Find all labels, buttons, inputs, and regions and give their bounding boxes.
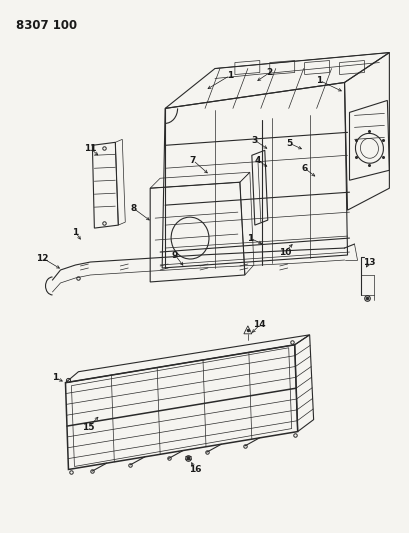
Text: 9: 9: [171, 251, 178, 260]
Text: 5: 5: [286, 139, 292, 148]
Text: 1: 1: [246, 233, 252, 243]
Text: 7: 7: [189, 156, 196, 165]
Text: 1: 1: [316, 76, 322, 85]
Text: 16: 16: [188, 465, 201, 474]
Text: 1: 1: [226, 71, 232, 80]
Text: 11: 11: [84, 144, 97, 153]
Text: 8: 8: [130, 204, 136, 213]
Text: 8307 100: 8307 100: [16, 19, 76, 31]
Text: 12: 12: [36, 254, 49, 263]
Text: 4: 4: [254, 156, 261, 165]
Text: 13: 13: [362, 257, 375, 266]
Text: 2: 2: [266, 68, 272, 77]
Text: 10: 10: [278, 247, 290, 256]
Text: 15: 15: [82, 423, 94, 432]
Text: 1: 1: [72, 228, 79, 237]
Text: 1: 1: [52, 373, 58, 382]
Text: 3: 3: [251, 136, 257, 145]
Text: 14: 14: [253, 320, 265, 329]
Text: 6: 6: [301, 164, 307, 173]
